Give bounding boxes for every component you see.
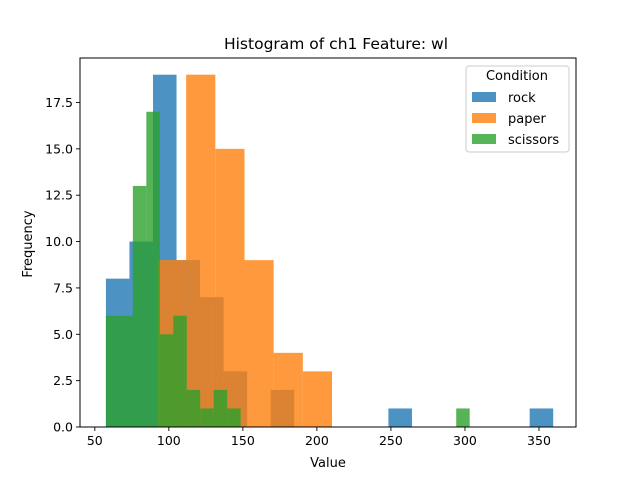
- histogram-bar-scissors-5: [173, 315, 187, 427]
- histogram-bar-scissors-3: [146, 111, 160, 428]
- y-axis: 0.0 2.5 5.0 7.5 10.0 12.5 15.0 17.5: [45, 95, 80, 435]
- legend-title: Condition: [486, 69, 548, 84]
- histogram-bar-scissors-4: [159, 334, 174, 427]
- x-axis-label: Value: [310, 456, 346, 471]
- histogram-bar-scissors-0: [105, 315, 120, 427]
- histogram-bar-scissors-9: [227, 408, 241, 427]
- legend-label-scissors: scissors: [508, 133, 559, 148]
- y-tick-label: 2.5: [53, 373, 73, 388]
- histogram-bar-scissors-26: [456, 408, 470, 427]
- x-tick-label: 150: [231, 433, 255, 448]
- histogram-bar-paper-5: [302, 371, 332, 427]
- y-tick-label: 7.5: [53, 280, 73, 295]
- bars-layer: [105, 74, 554, 428]
- histogram-bar-scissors-1: [119, 315, 133, 427]
- histogram-bar-paper-2: [215, 148, 245, 428]
- histogram-bar-paper-3: [244, 260, 274, 427]
- histogram-bar-rock-18: [529, 408, 554, 427]
- x-tick-label: 350: [527, 433, 551, 448]
- x-tick-label: 100: [157, 433, 181, 448]
- histogram-bar-scissors-8: [213, 389, 228, 427]
- chart-title: Histogram of ch1 Feature: wl: [224, 35, 448, 53]
- histogram-bar-scissors-2: [132, 185, 147, 427]
- y-tick-label: 0.0: [53, 420, 73, 435]
- y-axis-label: Frequency: [21, 210, 36, 277]
- y-tick-label: 10.0: [45, 234, 73, 249]
- y-tick-label: 15.0: [45, 141, 73, 156]
- histogram-bar-paper-4: [273, 352, 303, 427]
- plot-area-frame: [79, 57, 577, 428]
- legend-swatch-paper: [472, 113, 496, 123]
- x-tick-label: 200: [305, 433, 329, 448]
- x-tick-label: 50: [87, 433, 103, 448]
- legend-swatch-rock: [472, 92, 496, 102]
- histogram-bar-scissors-6: [186, 389, 201, 427]
- y-tick-label: 5.0: [53, 327, 73, 342]
- legend-swatch-scissors: [472, 134, 496, 144]
- x-axis: 50 100 150 200 250 300 350: [87, 427, 551, 448]
- legend-label-paper: paper: [508, 112, 546, 127]
- y-tick-label: 12.5: [45, 188, 73, 203]
- x-tick-label: 300: [453, 433, 477, 448]
- histogram-bar-paper-1: [186, 74, 216, 427]
- y-tick-label: 17.5: [45, 95, 73, 110]
- x-tick-label: 250: [379, 433, 403, 448]
- histogram-bar-rock-12: [388, 408, 412, 427]
- histogram-bar-scissors-7: [200, 408, 214, 427]
- legend-frame: [465, 65, 570, 153]
- legend-label-rock: rock: [508, 91, 536, 106]
- legend: Condition rock paper scissors: [465, 65, 570, 153]
